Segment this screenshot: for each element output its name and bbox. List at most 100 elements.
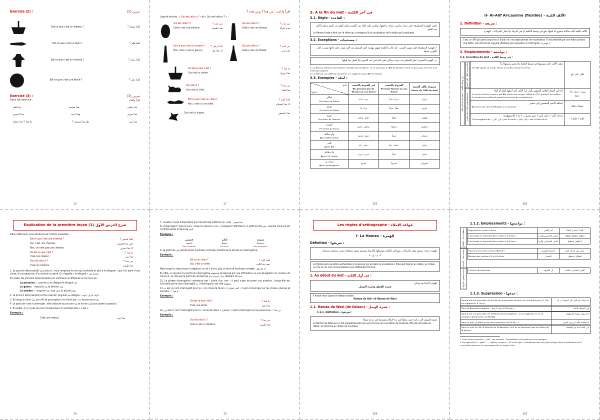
qa-ar: ما هذا ؟: [261, 300, 270, 304]
qa-block-2: Qu'est-ce que c'est ? ما هذا ؟ C'est une é…: [160, 300, 290, 308]
table-header: المنونة بالنصب Prenant Tanwīn au cas dire…: [379, 82, 410, 96]
table-cell: سماء - بناء: [348, 141, 380, 151]
question-fr: Est-ce que c'est un homme ?: [50, 58, 85, 62]
exercise2-item: Est-ce que c'est un homme ? أهذا رجل ؟: [10, 53, 140, 67]
page-thumbnail-3[interactable]: 3. A la fin du mot - في آخر الكلمة 3.1. …: [300, 0, 450, 210]
example-cell: اِنطلاق، اِستغفار: [559, 253, 591, 260]
arabic-phrase: ما هذا ؟ هذا مفتاح: [13, 120, 32, 124]
table-header: متبوعة بألف التثنية Suivie de l'Alif du d…: [409, 82, 440, 96]
answer-ar: لا، هذا ولد: [212, 49, 223, 53]
table-cell: ضوءان: [409, 131, 440, 141]
exercise2-label-ar: تمرين (2): [127, 10, 140, 14]
arabic-phrase: هذا كرسي: [13, 113, 24, 117]
exception-ar: ب. الهمزة المفردة على السطر بعد حرف ساكن…: [342, 59, 437, 63]
line-fr: Est-ce que c'est un chien ?: [188, 98, 218, 101]
paragraph-block-1: 7. L'arabe n'a pas d'équivalent pour les…: [160, 221, 290, 232]
paragraph: 9. La particule هل, placée avant la phra…: [160, 249, 258, 252]
row-label-cell: كسرة Précédée de Kasra: [310, 122, 349, 132]
instruction-quote: « Qui est celui-ci ? »: [179, 15, 202, 19]
qa-list: Est-ce que c'est une chemise ? أهذا قميص …: [10, 238, 140, 268]
qa-ar: لا، هذا سرير: [120, 246, 133, 250]
qa-fr: Qu'est-ce que c'est ?: [190, 300, 213, 303]
arabic-phrase: وهذا بيت: [70, 113, 81, 117]
question-fr: Est-ce que c'est un homme ?: [173, 44, 205, 48]
initial-hamza-types-ar: همزة القطع وهمزة الوصل: [358, 285, 392, 289]
answer-ar: هذه امرأة: [279, 26, 290, 30]
exercise3-sub-fr: Dans cet exercice :: [10, 99, 33, 102]
word-fr2: Une chemise: [182, 244, 196, 248]
dialogue-cell: Qui est celle-ci ? من هذه ؟ Celle-ci est …: [228, 44, 290, 63]
paragraph: En effet, on rajoute à la particule inte…: [160, 272, 290, 279]
table-example-cell: إلامَ ؟ علامَ ؟: [564, 112, 591, 126]
group-label-original-alif: ألف أصلية - Alif originelle: [465, 61, 471, 89]
qa-ar: ما هذا ؟: [124, 251, 133, 255]
paragraph: 7. L'arabe n'a pas d'équivalent pour les…: [160, 221, 244, 224]
qa-fr: Oui, c'est un chien.: [190, 263, 211, 266]
word-column: مسجد Maison Une mosquée: [253, 238, 267, 248]
exercise3-label-fr: Exercice (3) :: [10, 94, 33, 99]
page-thumbnail-2[interactable]: اقرأ واكتب : من هذا ؟ ومن هذه ؟ Lisez et…: [150, 0, 300, 210]
line-fr: Ceci est un navire.: [188, 71, 209, 75]
qa-fr: Est-ce que c'est une chemise ?: [30, 238, 65, 241]
paragraph: 10. La phrase interrogative commence par…: [160, 279, 290, 286]
corner-label-bottom: ما قبلها: [311, 90, 318, 94]
exercise2-item: Est-ce que c'est un stylo ? أهذا قلم ؟: [10, 40, 140, 47]
paragraph-block-3: Mais lorsqu'on répond par la négative, o…: [160, 268, 290, 294]
wasl-definition-heading: 1.1.1. Définition - تعريفها :: [317, 311, 353, 315]
rule-ar-cell: المصادر: [536, 253, 560, 260]
qa-fr: Qui est celui-ci ?: [30, 260, 49, 263]
definition-heading: 1. Définition - تعريفه :: [460, 22, 498, 26]
subsection-exceptions: 3.2. Exceptions - مستثنيات :: [310, 38, 357, 42]
paragraph: 12. من est un nom interrogatif pour le «…: [160, 309, 281, 312]
hamza-types-bold: Hamza de Qatʻ et Hamza de Wasl: [353, 297, 397, 301]
object-image: [168, 66, 183, 80]
page-thumbnail-8[interactable]: 1.1.2. Emplacements - مواضعها : الأفعال …: [450, 210, 600, 420]
object-image: [168, 112, 179, 121]
suppression-table: Quand elle est précédée de la Lām de pré…: [459, 297, 591, 334]
dialogue-cell: Est-ce que c'est un homme ? أهذا رجل ؟ No…: [160, 44, 223, 63]
corner-label-top: حالتها: [342, 83, 348, 87]
wasl-definition-fr: La Hamza de Wasl est un Alif supplémenta…: [313, 322, 431, 328]
table-row: L'accompli et impératif des verbes à 6 l…: [466, 238, 591, 245]
qa-ar: من هذا ؟: [123, 260, 133, 264]
table-cell: خطأً - ملجأً: [379, 104, 410, 114]
dialogue-rows: Qu'est-ce que c'est ? ما هذا ؟ Ceci est un…: [160, 66, 290, 123]
example-cell: اِستغفرَ، اِستغفرْ: [559, 238, 591, 245]
group-label: الأفعال - les verbes: [460, 227, 467, 249]
table-group: الأفعال - les verbes Impératif de verbe …: [460, 227, 591, 249]
answer-fr: Celle-ci est une médecin.: [173, 26, 201, 30]
page-thumbnail-1[interactable]: Exercice (2) : تمرين (2) Est-ce que c'es…: [0, 0, 150, 210]
page-thumbnail-5[interactable]: Explication de la première leçon (1) شرح…: [0, 210, 150, 420]
chapter-title: Les règles d'orthographe - قواعد الإملاء: [337, 223, 413, 227]
page-thumbnail-4[interactable]: II- Al-Alif Al-Layyina (flexible) - الأل…: [450, 0, 600, 210]
question-ar: من هذه ؟: [279, 22, 290, 26]
table-cell: قرأ - بدأ: [348, 104, 380, 114]
rule-fr-cell: L'article de définition: [466, 267, 538, 274]
emplacements-table: Au milieu du mot - في وسط الكلمة ألف أصل…: [460, 61, 591, 126]
bullet-value: proche هذا se désigne et éloigné ذلك: [38, 281, 78, 285]
page-number: 13: [73, 202, 77, 206]
table-cell: جزء - دفء: [348, 95, 380, 105]
bullet-key: Le nombre :: [20, 290, 35, 293]
initial-hamza-box-fr: Il existe deux types de Hamza initiale :…: [310, 292, 440, 304]
table-text-cell: إذا ثنّي الفعل الثلاثي المنتهي بألف تُرَ…: [469, 87, 565, 101]
rule-ar-cell: ماضي السداسي وأمره: [536, 238, 560, 245]
dialogue-cell: Qui est celle-ci ? من هذه ؟ Celle-ci est …: [160, 22, 223, 41]
page-thumbnail-7[interactable]: Les règles d'orthographe - قواعد الإملاء…: [300, 210, 450, 420]
word-column: كتاب Arbre Un livre: [221, 238, 229, 248]
emplacements-heading: 2. Emplacements - مواضعه :: [460, 50, 508, 54]
table-cell: شاطئاً: [379, 122, 410, 132]
qa-fr: C'est une maison.: [30, 255, 50, 259]
paragraph-4: 4. La particule أ sert à interroger ; el…: [10, 303, 118, 306]
definition-ar: الهمزة حرف صحيح يقبل الحركات، يقع أول ال…: [322, 249, 437, 253]
qa-ar: نعم، هذا قميص: [117, 242, 133, 246]
arabic-phrase: هذا حليب: [127, 106, 137, 110]
row-label-cell: ساكن Précédée de Sukūn: [310, 95, 349, 105]
footnote: 1. Toute forme assimilée « القمر » par e…: [460, 337, 548, 341]
object-image: [230, 23, 237, 41]
example-label: Exemple :: [10, 312, 24, 315]
page-thumbnail-6[interactable]: 7. L'arabe n'a pas d'équivalent pour les…: [150, 210, 300, 420]
word-columns: قميص (quoi) Une chemise كتاب Arbre Un li…: [170, 238, 280, 248]
definition-box-ar: الهمزة حرف صحيح يقبل الحركات، يقع أول ال…: [310, 247, 440, 260]
exception-box-a: أ. الهمزة المتطرفة قبل تنوين النصب : إن …: [310, 44, 440, 56]
